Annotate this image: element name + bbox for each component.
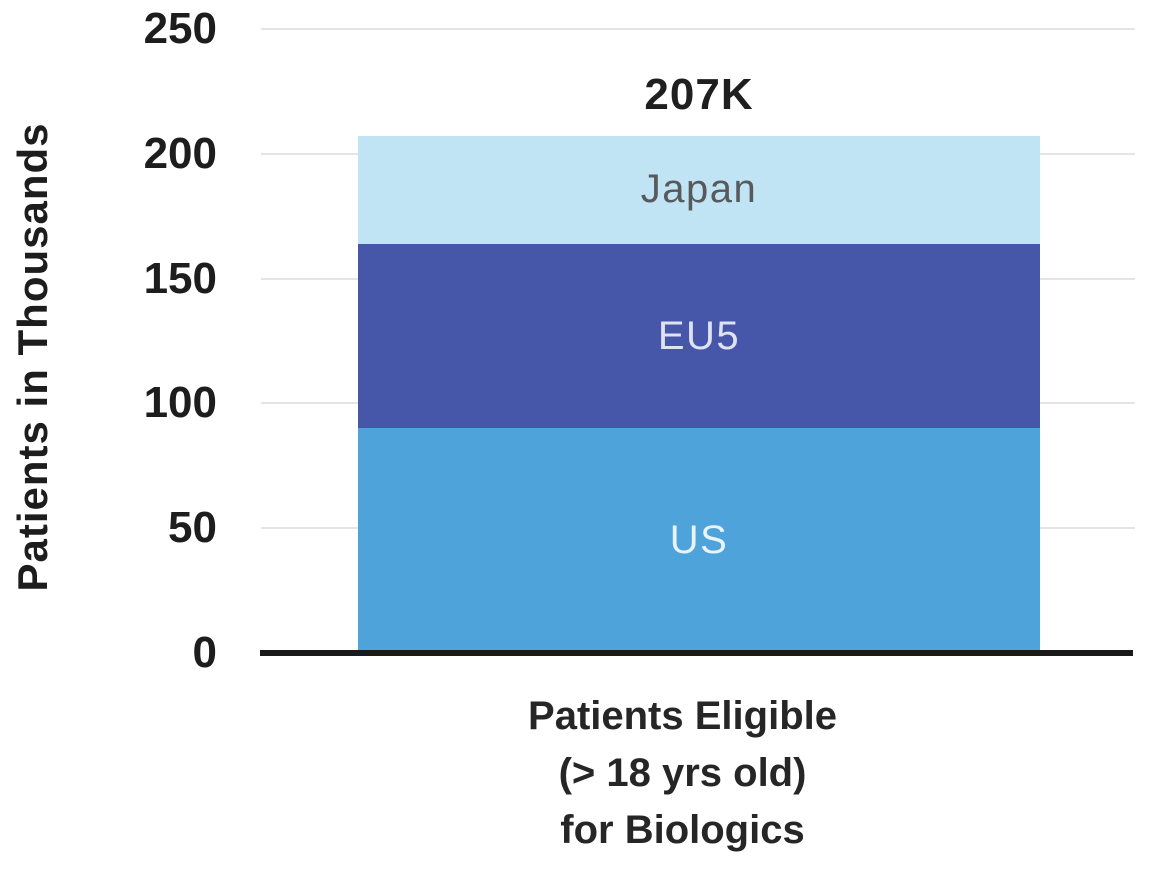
segment-label-japan: Japan [640,167,758,212]
y-axis-title: Patients in Thousands [9,122,56,592]
bar-total-label: 207K [644,70,754,120]
bar-segment-japan: Japan [358,136,1040,244]
stacked-bar: US EU5 Japan [358,136,1040,653]
x-axis-line [260,650,1133,656]
segment-label-us: US [669,518,729,563]
bar-segment-eu5: EU5 [358,243,1040,429]
y-tick-250: 250 [143,4,217,53]
y-tick-150: 150 [143,253,217,303]
bar-segment-us: US [358,428,1040,653]
y-tick-50: 50 [168,503,217,553]
x-axis-label-line: for Biologics [560,808,805,852]
segment-label-eu5: EU5 [657,313,741,358]
gridline-250 [261,28,1135,30]
y-tick-200: 200 [143,128,217,178]
x-axis-label-line: Patients Eligible [528,694,837,738]
y-tick-0: 0 [192,628,217,677]
y-tick-100: 100 [143,378,217,428]
x-axis-label-line: (> 18 yrs old) [558,751,807,795]
x-axis-label: Patients Eligible (> 18 yrs old) for Biolo… [260,688,1105,859]
